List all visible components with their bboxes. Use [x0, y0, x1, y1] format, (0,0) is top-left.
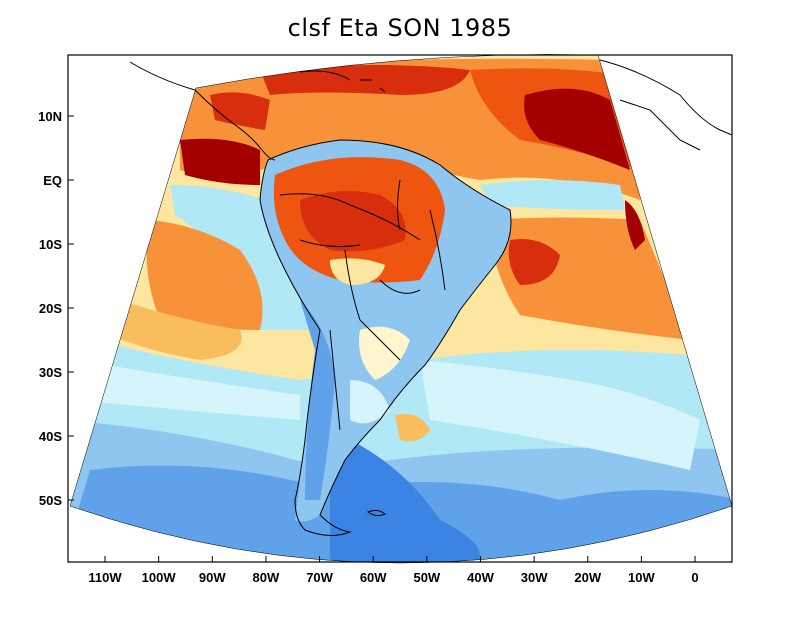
field-amazon-pale	[330, 258, 385, 285]
y-tick-label: 50S	[39, 493, 62, 508]
x-tick-label: 80W	[253, 570, 280, 585]
y-tick-label: 20S	[39, 301, 62, 316]
y-tick-label: 30S	[39, 365, 62, 380]
x-tick-label: 60W	[360, 570, 387, 585]
x-axis: 110W 100W 90W 80W 70W 60W 50W 40W 30W 20W 10W 0	[88, 556, 699, 585]
field-atlantic-cool	[480, 180, 625, 210]
page-title: clsf Eta SON 1985	[287, 14, 513, 42]
coast-caribbean-islands	[299, 70, 386, 93]
x-tick-label: 40W	[467, 570, 494, 585]
x-tick-label: 100W	[142, 570, 177, 585]
field-pacific-orange	[146, 220, 263, 330]
field-south-blue	[330, 430, 480, 563]
field-north-darkred	[524, 88, 630, 170]
x-tick-label: 20W	[574, 570, 601, 585]
field-layer	[70, 54, 732, 563]
field-land-mid-blue	[300, 300, 335, 500]
field-east-cyan	[420, 360, 700, 470]
coast-africa	[599, 59, 732, 151]
field-gulf-darkred	[180, 138, 260, 185]
coastlines	[129, 59, 732, 536]
coast-south-america	[259, 139, 512, 536]
y-tick-label: 10S	[39, 237, 62, 252]
field-atlantic-east-darkred	[625, 200, 645, 250]
field-atlantic-red	[508, 239, 560, 285]
field-amazon-red	[300, 191, 406, 252]
field-pale-band-west	[75, 360, 300, 420]
y-axis: 10N EQ 10S 20S 30S 40S 50S	[38, 109, 74, 508]
x-tick-label: 90W	[199, 570, 226, 585]
field-caribbean-red	[210, 92, 270, 130]
x-tick-label: 50W	[413, 570, 440, 585]
x-tick-label: 10W	[628, 570, 655, 585]
x-tick-label: 30W	[521, 570, 548, 585]
x-tick-label: 0	[691, 570, 698, 585]
y-tick-label: 40S	[39, 429, 62, 444]
field-patagonia-pale	[350, 380, 390, 424]
coast-central-america	[129, 61, 276, 161]
field-pacific-light-orange	[100, 300, 242, 360]
border-internal	[279, 179, 446, 431]
field-plume-yellow	[395, 414, 430, 442]
x-tick-label: 110W	[88, 570, 122, 585]
field-plata-pale	[359, 326, 410, 380]
y-tick-label: 10N	[38, 109, 62, 124]
x-tick-label: 70W	[306, 570, 333, 585]
sector-outline	[69, 54, 733, 564]
coast-falklands	[366, 509, 386, 517]
y-tick-label: EQ	[43, 173, 62, 188]
